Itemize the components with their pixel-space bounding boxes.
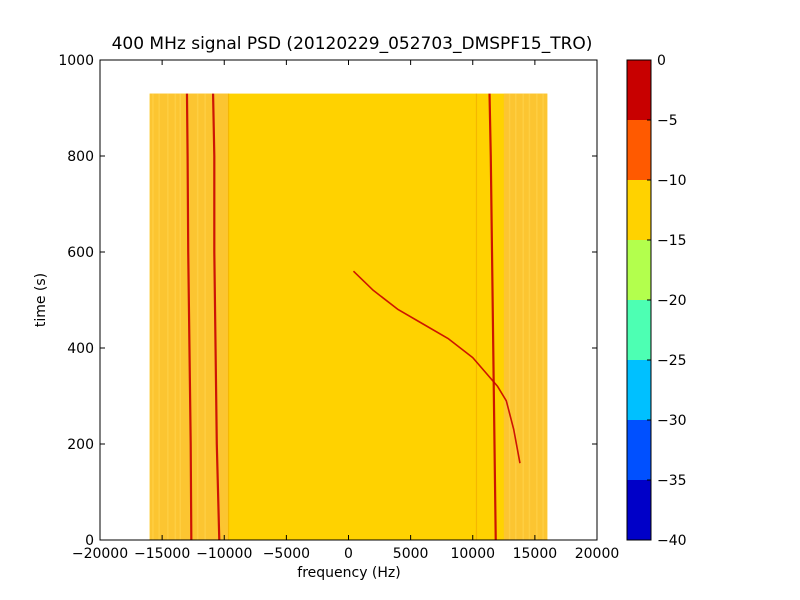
heatmap-streak [179, 93, 182, 540]
chart-title: 400 MHz signal PSD (20120229_052703_DMSP… [112, 34, 593, 54]
colorbar-tick-label: 0 [657, 53, 666, 69]
plot-area: −20000 −15000 −10000 −5000 0 5000 10000 15000 20… [58, 53, 619, 562]
colorbar-bands [627, 60, 651, 540]
colorbar-band [627, 180, 651, 240]
x-axis-label: frequency (Hz) [297, 565, 400, 581]
heatmap-streak [514, 93, 517, 540]
x-tick-label: 5000 [393, 546, 429, 562]
colorbar-tick-label: −15 [657, 233, 687, 249]
y-tick-label: 600 [67, 245, 94, 261]
signal-traces [185, 93, 521, 540]
colorbar: 0 −5 −10 −15 −20 −25 −30 −35 −40 [626, 53, 687, 549]
x-tick-label: 10000 [450, 546, 495, 562]
plot-frame [99, 59, 598, 541]
colorbar-tick-label: −10 [657, 173, 687, 189]
heatmap-streak [508, 93, 511, 540]
colorbar-tick-label: −5 [657, 113, 678, 129]
colorbar-ticks: 0 −5 −10 −15 −20 −25 −30 −35 −40 [647, 53, 687, 549]
colorbar-frame [626, 59, 652, 541]
heatmap-streak [174, 93, 177, 540]
y-tick-label: 800 [67, 149, 94, 165]
colorbar-band [627, 240, 651, 300]
x-tick-label: −20000 [72, 546, 128, 562]
colorbar-band [627, 480, 651, 540]
x-axis: −20000 −15000 −10000 −5000 0 5000 10000 15000 20… [72, 60, 619, 562]
colorbar-tick-label: −40 [657, 533, 687, 549]
colorbar-band [627, 60, 651, 120]
y-tick-label: 0 [85, 533, 94, 549]
y-axis-label: time (s) [33, 273, 49, 327]
signal-trace [185, 93, 193, 540]
colorbar-tick-label: −30 [657, 413, 687, 429]
heatmap-image [149, 93, 548, 540]
colorbar-tick-label: −25 [657, 353, 687, 369]
y-tick-label: 1000 [58, 53, 94, 69]
x-tick-label: −15000 [134, 546, 190, 562]
y-axis: 0 200 400 600 800 1000 [58, 53, 597, 549]
x-tick-label: −10000 [196, 546, 252, 562]
colorbar-tick-label: −35 [657, 473, 687, 489]
signal-trace [352, 270, 521, 464]
colorbar-band [627, 120, 651, 180]
heatmap-streak [204, 93, 206, 540]
heatmap-streak [196, 93, 199, 540]
heatmap-streak [167, 93, 169, 540]
colorbar-band [627, 360, 651, 420]
colorbar-tick-label: −20 [657, 293, 687, 309]
x-tick-label: 20000 [575, 546, 620, 562]
signal-trace [488, 93, 497, 540]
heatmap-streak [528, 93, 531, 540]
y-tick-label: 200 [67, 437, 94, 453]
heatmap-streak [522, 93, 524, 540]
heatmap-column-line [475, 93, 478, 540]
signal-trace [211, 93, 221, 540]
y-tick-label: 400 [67, 341, 94, 357]
heatmap-streak [536, 93, 538, 540]
colorbar-band [627, 300, 651, 360]
heatmap-column-line [227, 93, 230, 540]
heatmap-streak [158, 93, 160, 540]
x-tick-label: −5000 [263, 546, 310, 562]
heatmap-edge-right [503, 93, 548, 540]
heatmap-streak [152, 93, 154, 540]
heatmap-streak [542, 93, 544, 540]
x-tick-label: 0 [344, 546, 353, 562]
x-tick-label: 15000 [513, 546, 558, 562]
colorbar-band [627, 420, 651, 480]
